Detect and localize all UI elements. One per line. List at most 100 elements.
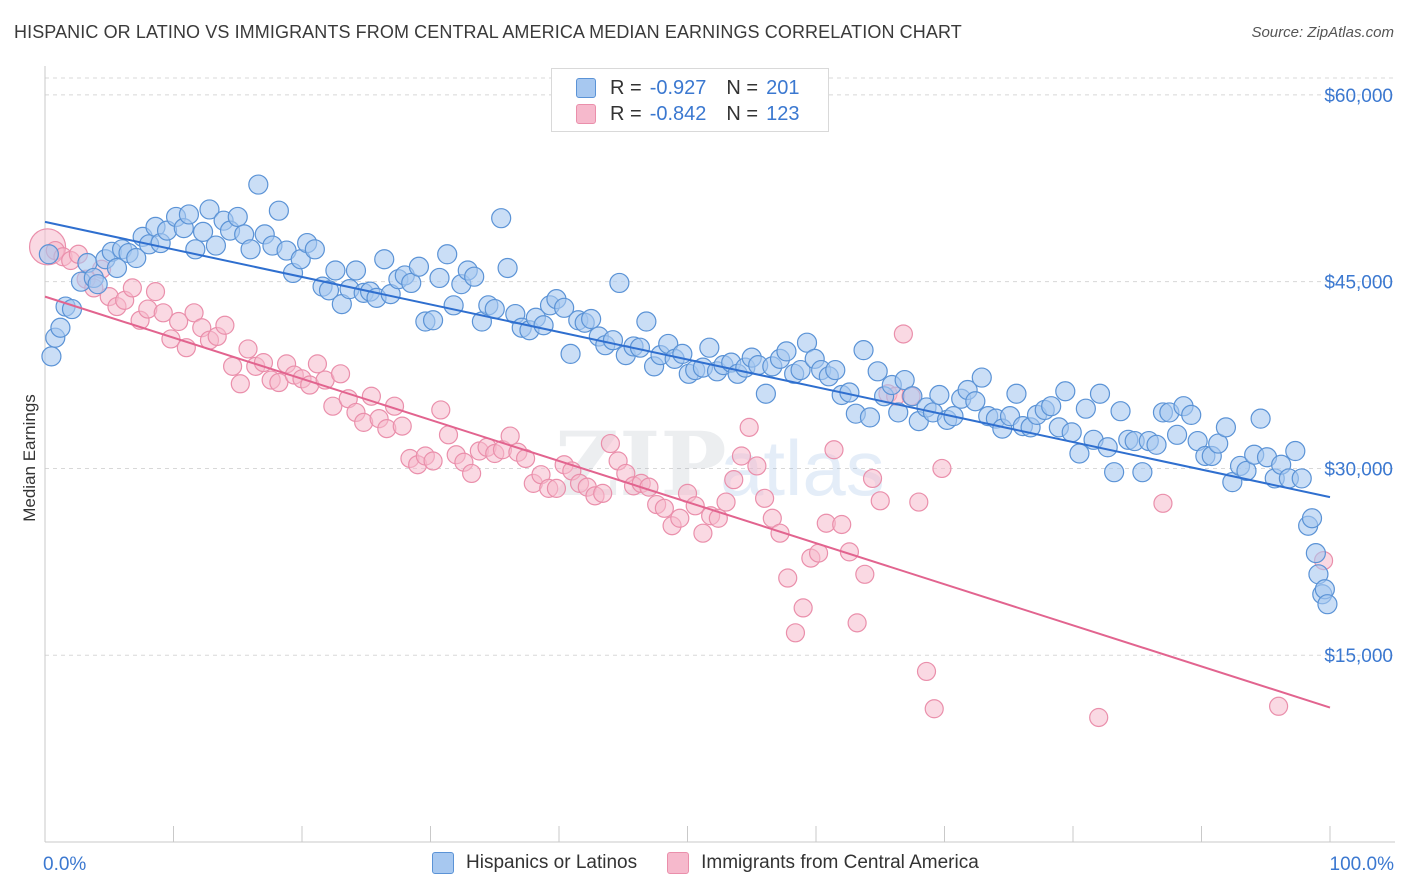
data-point-pink [870,491,890,511]
data-point-blue [902,386,923,407]
data-point-pink [785,623,806,643]
data-point-pink [153,303,173,323]
data-point-pink [924,699,944,719]
data-point-pink [223,356,243,376]
data-point-blue [429,267,450,289]
data-point-pink [847,613,867,633]
data-point-blue [484,298,505,320]
data-point-blue [609,272,630,294]
legend-label-hispanics: Hispanics or Latinos [466,852,638,873]
data-point-pink [832,514,852,535]
data-point-blue [38,244,59,265]
data-point-blue [1055,381,1076,402]
data-point-pink [593,483,613,503]
data-point-blue [888,402,909,423]
data-point-blue [853,340,874,361]
data-point-pink [762,508,782,528]
data-point-blue [227,206,248,228]
data-point-pink [731,446,752,466]
data-point-blue [178,204,200,225]
legend-swatch-central-america [667,852,690,874]
data-point-blue [1181,404,1202,426]
data-point-blue [859,407,881,428]
legend-r-label: R = [610,102,642,125]
data-point-blue [894,369,915,391]
data-point-pink [724,470,744,490]
data-point-pink [1268,696,1289,716]
data-point-pink [1089,707,1109,728]
legend-r-label: R = [610,76,642,99]
data-point-blue [240,239,261,260]
data-point-pink [423,451,443,471]
data-point-blue [1215,417,1237,438]
data-point-pink [230,374,250,394]
data-point-blue [41,346,62,367]
data-point-pink [862,468,883,489]
y-tick-label: $60,000 [1324,86,1393,107]
data-point-blue [87,274,108,295]
data-point-pink [793,598,813,618]
legend-swatch-blue [576,78,596,98]
data-point-pink [855,564,875,584]
data-point-blue [1301,508,1323,529]
data-point-blue [205,235,227,256]
series-legend: Hispanics or Latinos Immigrants from Cen… [432,852,1009,874]
data-point-pink [770,523,790,543]
trend-lines [44,220,1331,709]
data-point-pink [932,458,952,479]
data-point-blue [318,280,340,301]
data-point-blue [636,311,657,332]
data-point-blue [1250,408,1271,429]
data-point-blue [1132,462,1153,483]
legend-n-label: N = [726,102,759,125]
data-point-blue [408,256,430,277]
data-point-blue [1208,433,1229,454]
data-point-blue [1305,543,1326,564]
data-point-blue [971,367,992,388]
data-point-blue [497,257,518,279]
data-point-pink [747,456,767,476]
data-point-blue [533,315,554,336]
data-point-blue [304,239,325,260]
data-point-blue [1104,462,1125,483]
data-point-blue [1041,396,1062,417]
y-axis-label: Median Earnings [20,394,39,522]
data-point-blue [464,266,485,287]
data-point-pink [754,488,775,508]
data-point-blue [790,359,811,381]
data-point-blue [199,199,220,220]
data-point-pink [1153,493,1173,513]
data-point-blue [106,257,128,279]
data-point-blue [699,337,720,358]
legend-swatch-pink [576,104,596,124]
data-point-blue [192,221,214,242]
data-point-pink [145,282,166,302]
trend-line-pink [44,295,1331,709]
data-point-blue [602,330,624,351]
data-point-blue [443,295,464,316]
trend-line-blue [44,220,1331,499]
data-point-blue [825,359,846,381]
data-point-blue [867,361,888,382]
data-point-blue [325,260,346,281]
data-point-blue [1061,422,1082,443]
data-point-pink [716,492,736,512]
data-point-pink [546,478,567,498]
source-credit: Source: ZipAtlas.com [1251,24,1394,41]
legend-swatch-hispanics [432,852,454,874]
legend-row-pink: R = -0.842 N = 123 [576,102,799,126]
data-point-pink [330,364,351,384]
data-point-blue [1236,460,1257,482]
data-point-pink [323,396,343,416]
legend-item-central-america[interactable]: Immigrants from Central America [667,852,979,874]
data-point-pink [431,400,451,420]
data-point-blue [1006,383,1027,404]
data-point-pink [824,440,844,460]
data-point-blue [437,244,458,265]
data-point-blue [929,384,950,406]
watermark: ZIP atlas [555,412,885,516]
data-point-pink [169,311,189,332]
legend-item-hispanics[interactable]: Hispanics or Latinos [432,852,637,874]
data-point-blue [374,249,395,270]
